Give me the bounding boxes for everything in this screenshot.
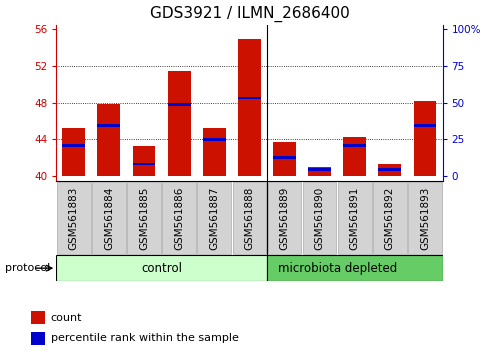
FancyBboxPatch shape <box>162 182 196 254</box>
FancyBboxPatch shape <box>302 182 336 254</box>
Text: microbiota depleted: microbiota depleted <box>277 262 396 275</box>
Text: percentile rank within the sample: percentile rank within the sample <box>51 333 238 343</box>
Text: GSM561886: GSM561886 <box>174 187 184 250</box>
Bar <box>203 138 225 141</box>
FancyBboxPatch shape <box>267 182 301 254</box>
Bar <box>97 104 120 176</box>
Text: GSM561893: GSM561893 <box>419 187 429 250</box>
FancyBboxPatch shape <box>407 182 441 254</box>
Bar <box>266 255 442 281</box>
FancyBboxPatch shape <box>127 182 161 254</box>
Text: protocol: protocol <box>5 263 50 273</box>
Bar <box>31 332 45 345</box>
Text: GSM561883: GSM561883 <box>69 187 79 250</box>
FancyBboxPatch shape <box>372 182 406 254</box>
Text: GSM561884: GSM561884 <box>104 187 114 250</box>
Bar <box>307 167 330 176</box>
Text: GSM561885: GSM561885 <box>139 187 149 250</box>
Bar <box>272 156 295 159</box>
Text: GSM561887: GSM561887 <box>209 187 219 250</box>
Bar <box>167 103 190 106</box>
Bar <box>56 255 266 281</box>
Bar <box>307 168 330 171</box>
Text: count: count <box>51 313 82 323</box>
Bar <box>378 164 401 176</box>
Bar <box>62 144 85 147</box>
FancyBboxPatch shape <box>337 182 371 254</box>
Bar <box>378 168 401 171</box>
Bar <box>167 70 190 176</box>
Bar <box>62 128 85 176</box>
Text: GSM561888: GSM561888 <box>244 187 254 250</box>
Text: control: control <box>141 262 182 275</box>
Text: GSM561892: GSM561892 <box>384 187 394 250</box>
Bar <box>97 124 120 127</box>
Bar <box>343 144 366 147</box>
Bar <box>31 312 45 324</box>
Text: GSM561889: GSM561889 <box>279 187 289 250</box>
Bar <box>132 163 155 165</box>
Title: GDS3921 / ILMN_2686400: GDS3921 / ILMN_2686400 <box>149 6 348 22</box>
Bar <box>272 142 295 176</box>
Text: GSM561891: GSM561891 <box>349 187 359 250</box>
Bar <box>238 97 260 99</box>
Bar <box>238 39 260 176</box>
Bar <box>413 101 435 176</box>
Bar <box>343 137 366 176</box>
FancyBboxPatch shape <box>92 182 125 254</box>
FancyBboxPatch shape <box>197 182 231 254</box>
Bar <box>413 124 435 127</box>
FancyBboxPatch shape <box>57 182 90 254</box>
Bar <box>132 146 155 176</box>
Bar <box>203 128 225 176</box>
Text: GSM561890: GSM561890 <box>314 187 324 250</box>
FancyBboxPatch shape <box>232 182 265 254</box>
